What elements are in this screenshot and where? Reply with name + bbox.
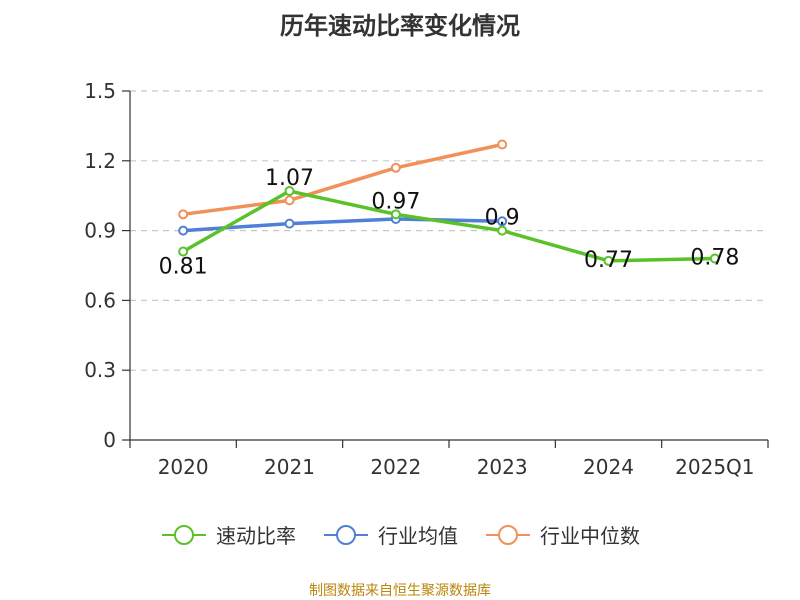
y-tick-label: 0.6 — [84, 288, 116, 312]
data-point-2 — [284, 195, 295, 206]
x-tick-label: 2023 — [477, 455, 528, 479]
x-tick-label: 2025Q1 — [675, 455, 754, 479]
legend-item-industry-average[interactable]: 行业均值 — [322, 520, 458, 549]
grid-lines — [130, 90, 768, 371]
x-tick-label: 2020 — [158, 455, 209, 479]
data-point-0 — [497, 225, 508, 236]
y-tick-label: 0 — [103, 428, 116, 452]
data-point-1 — [284, 218, 295, 229]
x-tick-label: 2021 — [264, 455, 315, 479]
data-label: 0.77 — [584, 248, 633, 273]
data-labels: 0.81 1.07 0.97 0.9 0.77 0.78 — [159, 166, 740, 279]
data-label: 0.78 — [690, 246, 739, 271]
data-point-0 — [603, 255, 614, 266]
data-point-1 — [178, 225, 189, 236]
legend-swatch-marker — [498, 524, 518, 545]
chart-title: 历年速动比率变化情况 — [280, 12, 520, 40]
y-tick-label: 1.2 — [84, 149, 116, 173]
legend-swatch-marker — [174, 524, 194, 545]
data-point-2 — [497, 139, 508, 150]
x-tick-label: 2024 — [583, 455, 634, 479]
data-label: 0.9 — [485, 206, 520, 231]
y-tick-label: 0.3 — [84, 358, 116, 382]
legend: 速动比率 行业均值 行业中位数 — [0, 520, 800, 549]
data-label: 1.07 — [265, 166, 314, 191]
x-tick-label: 2022 — [370, 455, 421, 479]
series-line-2 — [182, 142, 503, 217]
legend-label-quick-ratio: 速动比率 — [216, 524, 296, 548]
data-point-0 — [178, 246, 189, 257]
data-point-2 — [390, 162, 401, 173]
legend-item-industry-median[interactable]: 行业中位数 — [484, 520, 640, 549]
legend-label-industry-median: 行业中位数 — [540, 524, 640, 548]
legend-swatch-quick-ratio — [162, 524, 206, 545]
data-point-2 — [178, 209, 189, 220]
data-label: 0.81 — [159, 255, 208, 280]
data-label: 0.97 — [371, 189, 420, 214]
source-note: 制图数据来自恒生聚源数据库 — [309, 583, 491, 599]
data-point-0 — [709, 253, 720, 264]
legend-swatch-marker — [336, 524, 356, 545]
legend-swatch-industry-average — [324, 524, 368, 545]
series-line-0 — [182, 189, 715, 263]
legend-item-quick-ratio[interactable]: 速动比率 — [160, 520, 296, 549]
y-tick-label: 1.5 — [84, 79, 116, 103]
legend-swatch-industry-median — [486, 524, 530, 545]
series-line-1 — [183, 217, 503, 233]
data-point-0 — [284, 186, 295, 197]
axes: 0 0.3 0.6 0.9 1.2 1.5 2020 2021 2022 2023 2024 2025… — [84, 79, 769, 479]
legend-label-industry-average: 行业均值 — [378, 524, 458, 548]
y-tick-label: 0.9 — [84, 219, 116, 243]
data-point-0 — [390, 209, 401, 220]
series-lines — [178, 139, 720, 266]
data-point-1 — [497, 216, 508, 227]
